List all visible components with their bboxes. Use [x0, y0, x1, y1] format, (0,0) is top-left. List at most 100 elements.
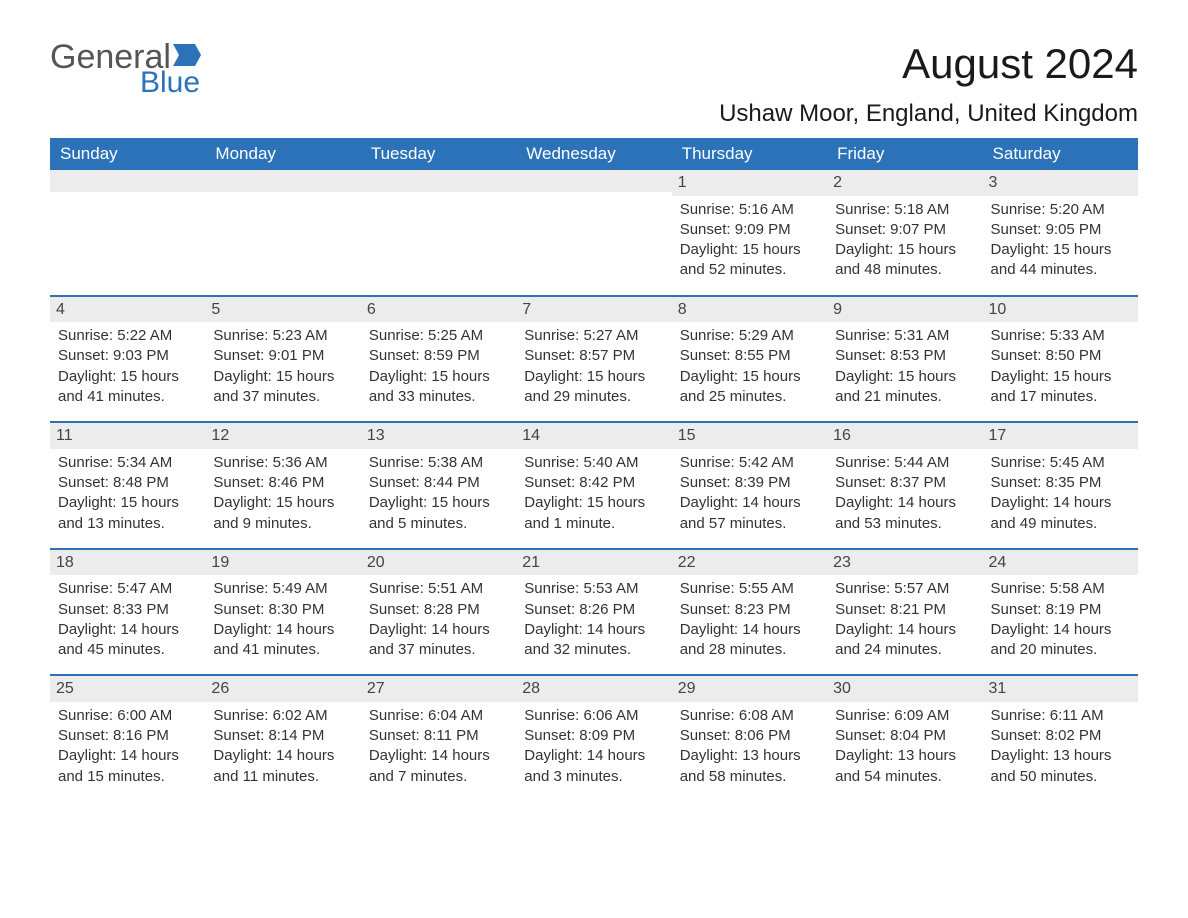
day-number: 24 — [983, 550, 1138, 576]
day-cell: 6Sunrise: 5:25 AMSunset: 8:59 PMDaylight… — [361, 297, 516, 422]
sunset-text: Sunset: 8:16 PM — [58, 726, 197, 746]
day-number: 29 — [672, 676, 827, 702]
day-cell: 16 Sunrise: 5:44 AMSunset: 8:37 PMDayligh… — [827, 423, 982, 548]
week-row: 18 Sunrise: 5:47 AMSunset: 8:33 PMDayligh… — [50, 548, 1138, 675]
day-cell: 2Sunrise: 5:18 AMSunset: 9:07 PMDaylight… — [827, 170, 982, 295]
daylight-text: Daylight: 15 hours and 37 minutes. — [213, 367, 352, 408]
sunset-text: Sunset: 9:09 PM — [680, 220, 819, 240]
weekday-header: Saturday — [983, 138, 1138, 170]
week-row: 4 Sunrise: 5:22 AMSunset: 9:03 PM Daylight… — [50, 295, 1138, 422]
sunrise-text: Sunrise: 5:33 AM — [991, 326, 1130, 346]
day-number: 21 — [516, 550, 671, 576]
day-details: Sunrise: 5:51 AMSunset: 8:28 PMDaylight:… — [369, 579, 508, 660]
daylight-text: Daylight: 14 hours and 53 minutes. — [835, 493, 974, 534]
sunset-text: Sunset: 9:01 PM — [213, 346, 352, 366]
day-number: 22 — [672, 550, 827, 576]
sunrise-text: Sunrise: 5:51 AM — [369, 579, 508, 599]
sunset-text: Sunset: 9:03 PM — [58, 346, 197, 366]
daylight-text: Daylight: 14 hours and 20 minutes. — [991, 620, 1130, 661]
sunrise-text: Sunrise: 6:04 AM — [369, 706, 508, 726]
sunrise-text: Sunrise: 5:18 AM — [835, 200, 974, 220]
day-cell: 27Sunrise: 6:04 AMSunset: 8:11 PMDayligh… — [361, 676, 516, 801]
day-details: Sunrise: 5:47 AMSunset: 8:33 PMDaylight:… — [58, 579, 197, 660]
sunset-text: Sunset: 8:26 PM — [524, 600, 663, 620]
day-cell: 22Sunrise: 5:55 AMSunset: 8:23 PMDayligh… — [672, 550, 827, 675]
day-number: 9 — [827, 297, 982, 323]
sunset-text: Sunset: 8:53 PM — [835, 346, 974, 366]
sunset-text: Sunset: 9:07 PM — [835, 220, 974, 240]
weekday-header: Tuesday — [361, 138, 516, 170]
title-block: August 2024 Ushaw Moor, England, United … — [719, 40, 1138, 128]
sunset-text: Sunset: 8:23 PM — [680, 600, 819, 620]
daylight-text: Daylight: 14 hours and 11 minutes. — [213, 746, 352, 787]
day-number — [361, 170, 516, 192]
day-details: Sunrise: 5:49 AMSunset: 8:30 PMDaylight:… — [213, 579, 352, 660]
day-details: Sunrise: 5:45 AMSunset: 8:35 PMDaylight:… — [991, 453, 1130, 534]
daylight-text: Daylight: 14 hours and 3 minutes. — [524, 746, 663, 787]
daylight-text: Daylight: 15 hours and 9 minutes. — [213, 493, 352, 534]
day-cell: 28Sunrise: 6:06 AMSunset: 8:09 PMDayligh… — [516, 676, 671, 801]
weekday-header: Thursday — [672, 138, 827, 170]
day-details: Sunrise: 6:06 AMSunset: 8:09 PMDaylight:… — [524, 706, 663, 787]
sunrise-text: Sunrise: 5:22 AM — [58, 326, 197, 346]
sunrise-text: Sunrise: 5:42 AM — [680, 453, 819, 473]
day-cell: 1Sunrise: 5:16 AMSunset: 9:09 PMDaylight… — [672, 170, 827, 295]
day-cell: 19Sunrise: 5:49 AMSunset: 8:30 PMDayligh… — [205, 550, 360, 675]
page-header: General Blue August 2024 Ushaw Moor, Eng… — [50, 40, 1138, 128]
day-number: 13 — [361, 423, 516, 449]
day-number: 18 — [50, 550, 205, 576]
day-cell: 11Sunrise: 5:34 AMSunset: 8:48 PMDayligh… — [50, 423, 205, 548]
day-number: 16 — [827, 423, 982, 449]
daylight-text: Daylight: 14 hours and 37 minutes. — [369, 620, 508, 661]
day-cell: 31Sunrise: 6:11 AMSunset: 8:02 PMDayligh… — [983, 676, 1138, 801]
daylight-text: Daylight: 14 hours and 57 minutes. — [680, 493, 819, 534]
sunset-text: Sunset: 8:57 PM — [524, 346, 663, 366]
day-details: Sunrise: 5:25 AMSunset: 8:59 PMDaylight:… — [369, 326, 508, 407]
daylight-text: Daylight: 15 hours and 1 minute. — [524, 493, 663, 534]
day-number: 17 — [983, 423, 1138, 449]
day-details: Sunrise: 5:58 AMSunset: 8:19 PMDaylight:… — [991, 579, 1130, 660]
day-number — [50, 170, 205, 192]
day-cell: 30Sunrise: 6:09 AMSunset: 8:04 PMDayligh… — [827, 676, 982, 801]
sunset-text: Sunset: 8:11 PM — [369, 726, 508, 746]
day-number: 25 — [50, 676, 205, 702]
day-details: Sunrise: 5:57 AMSunset: 8:21 PMDaylight:… — [835, 579, 974, 660]
day-cell: 23Sunrise: 5:57 AMSunset: 8:21 PMDayligh… — [827, 550, 982, 675]
day-details: Sunrise: 5:27 AMSunset: 8:57 PMDaylight:… — [524, 326, 663, 407]
daylight-text: Daylight: 15 hours and 29 minutes. — [524, 367, 663, 408]
day-details: Sunrise: 5:34 AMSunset: 8:48 PMDaylight:… — [58, 453, 197, 534]
day-cell: 7Sunrise: 5:27 AMSunset: 8:57 PMDaylight… — [516, 297, 671, 422]
day-cell: 21Sunrise: 5:53 AMSunset: 8:26 PMDayligh… — [516, 550, 671, 675]
day-details: Sunrise: 5:44 AMSunset: 8:37 PMDaylight:… — [835, 453, 974, 534]
sunset-text: Sunset: 8:37 PM — [835, 473, 974, 493]
sunset-text: Sunset: 8:55 PM — [680, 346, 819, 366]
day-details: Sunrise: 6:02 AMSunset: 8:14 PMDaylight:… — [213, 706, 352, 787]
day-cell: 12Sunrise: 5:36 AMSunset: 8:46 PMDayligh… — [205, 423, 360, 548]
daylight-text: Daylight: 15 hours and 44 minutes. — [991, 240, 1130, 281]
day-number: 12 — [205, 423, 360, 449]
sunrise-text: Sunrise: 6:11 AM — [991, 706, 1130, 726]
day-cell — [361, 170, 516, 295]
sunset-text: Sunset: 8:35 PM — [991, 473, 1130, 493]
daylight-text: Daylight: 14 hours and 49 minutes. — [991, 493, 1130, 534]
daylight-text: Daylight: 15 hours and 25 minutes. — [680, 367, 819, 408]
day-details: Sunrise: 5:29 AMSunset: 8:55 PMDaylight:… — [680, 326, 819, 407]
sunset-text: Sunset: 8:42 PM — [524, 473, 663, 493]
day-number: 14 — [516, 423, 671, 449]
day-number: 2 — [827, 170, 982, 196]
day-number — [205, 170, 360, 192]
sunset-text: Sunset: 8:02 PM — [991, 726, 1130, 746]
weekday-header: Monday — [205, 138, 360, 170]
daylight-text: Daylight: 14 hours and 45 minutes. — [58, 620, 197, 661]
day-cell: 5Sunrise: 5:23 AMSunset: 9:01 PMDaylight… — [205, 297, 360, 422]
day-number: 5 — [205, 297, 360, 323]
sunset-text: Sunset: 8:19 PM — [991, 600, 1130, 620]
day-number: 27 — [361, 676, 516, 702]
sunset-text: Sunset: 8:33 PM — [58, 600, 197, 620]
day-details: Sunrise: 6:00 AMSunset: 8:16 PMDaylight:… — [58, 706, 197, 787]
day-number: 4 — [50, 297, 205, 323]
sunrise-text: Sunrise: 6:00 AM — [58, 706, 197, 726]
daylight-text: Daylight: 13 hours and 58 minutes. — [680, 746, 819, 787]
weekday-header: Friday — [827, 138, 982, 170]
day-details: Sunrise: 5:20 AMSunset: 9:05 PMDaylight:… — [991, 200, 1130, 281]
